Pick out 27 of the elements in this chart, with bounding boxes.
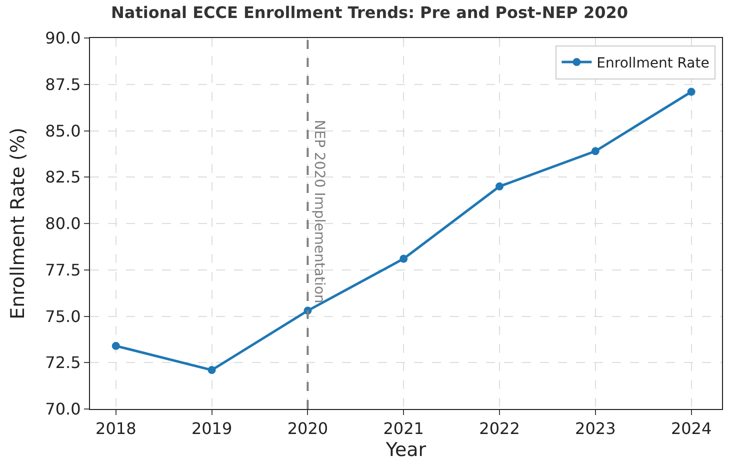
- y-tick-label: 80.0: [45, 214, 81, 234]
- point: [591, 147, 600, 156]
- ref-line-label: NEP 2020 Implementation: [311, 120, 328, 304]
- x-tick-label: 2019: [191, 419, 232, 438]
- y-tick-label: 70.0: [45, 400, 81, 419]
- point: [112, 342, 120, 350]
- point: [208, 366, 216, 374]
- point: [496, 182, 504, 190]
- point: [400, 254, 408, 263]
- x-tick-label: 2022: [479, 419, 520, 438]
- y-tick-label: 85.0: [45, 121, 81, 140]
- chart-title: National ECCE Enrollment Trends: Pre and Post-NEP 2020: [111, 3, 628, 22]
- point: [687, 88, 696, 96]
- legend-label: Enrollment Rate: [596, 55, 710, 72]
- x-tick-label: 2024: [670, 419, 712, 438]
- y-tick-label: 77.5: [45, 260, 81, 280]
- y-tick-label: 72.5: [45, 353, 81, 372]
- y-axis-title: Enrollment Rate (%): [7, 128, 30, 320]
- y-tick-label: 82.5: [45, 168, 81, 187]
- x-tick-label: 2023: [575, 419, 616, 438]
- x-tick-label: 2021: [383, 419, 424, 438]
- y-tick-label: 90.0: [45, 28, 81, 48]
- x-tick-label: 2018: [96, 419, 136, 438]
- x-tick-label: 2020: [287, 419, 328, 438]
- x-axis-title: Year: [384, 439, 426, 461]
- y-tick-label: 75.0: [45, 306, 81, 326]
- y-tick-label: 87.5: [45, 74, 81, 94]
